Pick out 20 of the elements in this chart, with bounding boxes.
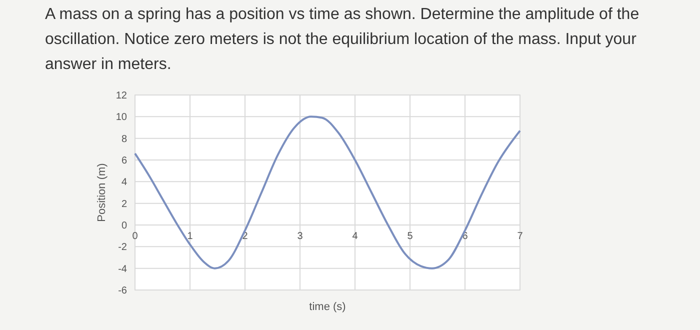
y-tick-label: 0 xyxy=(121,220,128,232)
y-tick-label: -2 xyxy=(118,242,128,254)
x-tick-label: 4 xyxy=(352,231,358,242)
y-tick-label: -6 xyxy=(118,286,128,296)
x-axis-title: time (s) xyxy=(309,301,346,313)
x-tick-label: 7 xyxy=(517,231,524,242)
y-tick-label: 2 xyxy=(121,198,128,210)
x-tick-label: 0 xyxy=(132,231,138,242)
y-axis-title: Position (m) xyxy=(96,163,108,222)
y-tick-label: -4 xyxy=(118,264,128,275)
y-tick-label: 12 xyxy=(116,90,128,102)
chart-title: A mass on a spring has a position vs time as shown. Determine the amplitude of the oscillation. Notice zero meters is not the equilibrium location of the mass. Input your answer in meters. xyxy=(45,5,640,75)
y-tick-label: 10 xyxy=(116,112,128,124)
y-tick-label: 8 xyxy=(121,134,128,145)
x-tick-label: 3 xyxy=(297,231,304,242)
x-tick-label: 1 xyxy=(187,231,194,242)
y-tick-label: 6 xyxy=(121,156,128,166)
y-tick-label: 4 xyxy=(121,177,128,188)
x-tick-label: 5 xyxy=(407,231,414,242)
line-series xyxy=(134,116,521,270)
